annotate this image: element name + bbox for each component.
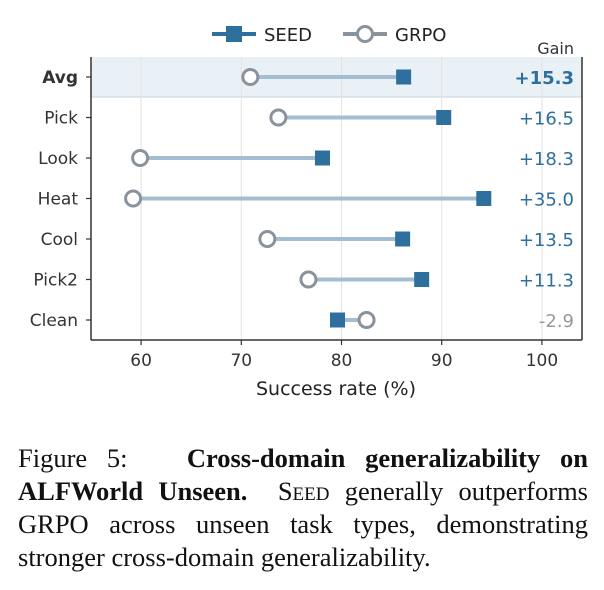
gain-label: +16.5 xyxy=(519,109,574,130)
gain-header: Gain xyxy=(537,39,574,58)
seed-point xyxy=(314,150,330,166)
legend-grpo-marker xyxy=(356,25,374,43)
x-tick-label: 60 xyxy=(130,351,152,371)
caption-rest-text: generally outperforms GRPO across unseen… xyxy=(18,476,588,572)
seed-point xyxy=(414,272,430,287)
grpo-point xyxy=(241,68,260,86)
legend-item-seed: SEED xyxy=(212,25,312,46)
grpo-point xyxy=(299,270,318,289)
seed-point xyxy=(476,191,492,206)
y-tick-label: Cool xyxy=(41,230,78,250)
grpo-point xyxy=(258,230,277,248)
legend: SEED GRPO xyxy=(212,25,446,46)
grpo-point xyxy=(124,189,143,208)
gain-label: +13.5 xyxy=(519,230,574,251)
caption-method-name: Seed xyxy=(277,476,330,506)
legend-grpo-label: GRPO xyxy=(395,25,446,46)
x-tick-label: 100 xyxy=(526,351,558,371)
x-axis-title: Success rate (%) xyxy=(256,378,416,400)
y-tick-label: Heat xyxy=(38,190,79,210)
y-tick-label: Pick xyxy=(44,109,78,129)
gain-label: +18.3 xyxy=(519,149,574,170)
legend-seed-label: SEED xyxy=(264,25,312,46)
y-tick-label: Avg xyxy=(42,68,78,88)
y-tick-label: Clean xyxy=(30,311,78,331)
y-tick-label: Pick2 xyxy=(33,271,78,291)
grpo-point xyxy=(269,108,288,127)
seed-point xyxy=(396,69,412,85)
plot-area: 60 70 80 90 100 Avg +15.3 Pick +16.5 Look +18.3 Hea… xyxy=(30,57,583,371)
caption-bold-text: Cross-domain generalizability on ALFWorl… xyxy=(18,443,588,506)
gain-label: -2.9 xyxy=(539,311,574,332)
seed-point xyxy=(330,312,346,328)
gain-label: +15.3 xyxy=(515,68,575,89)
caption-label: Figure 5: xyxy=(18,443,128,473)
legend-item-grpo: GRPO xyxy=(343,25,446,46)
gain-label: +35.0 xyxy=(519,190,574,211)
seed-point xyxy=(395,231,411,247)
gain-label: +11.3 xyxy=(519,271,574,292)
x-tick-label: 70 xyxy=(230,351,252,371)
seed-point xyxy=(436,110,452,125)
grpo-point xyxy=(357,311,376,329)
x-tick-label: 80 xyxy=(331,351,353,371)
legend-seed-marker xyxy=(226,26,242,42)
y-tick-label: Look xyxy=(38,149,78,169)
grpo-point xyxy=(131,149,150,167)
figure-caption: Figure 5: Cross-domain generalizability … xyxy=(18,442,588,574)
dumbbell-chart: SEED GRPO Gain 60 70 80 90 100 Avg +15.3 Pick +1… xyxy=(30,25,583,400)
x-tick-label: 90 xyxy=(431,351,453,371)
